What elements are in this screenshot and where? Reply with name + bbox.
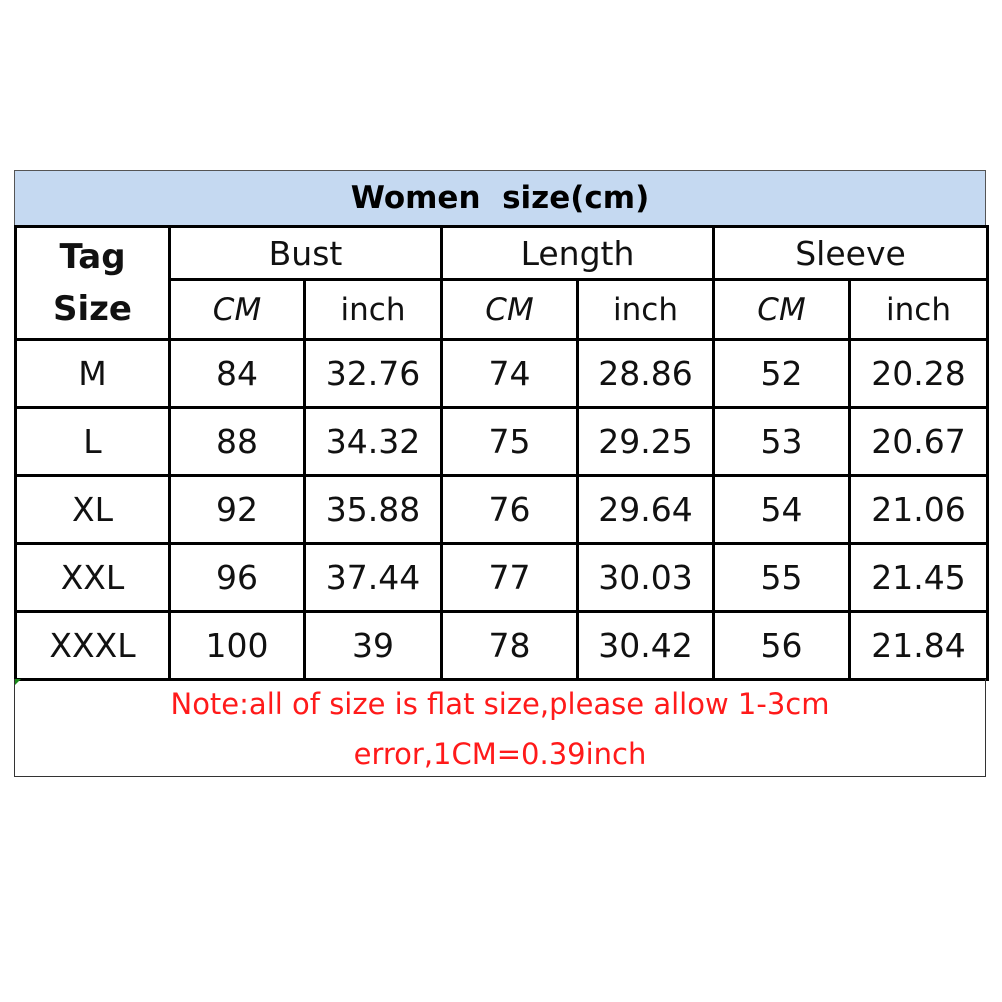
value-cell: 34.32 xyxy=(303,406,443,477)
value-cell: 84 xyxy=(168,338,306,409)
unit-header: CM xyxy=(168,278,306,341)
value-cell: 56 xyxy=(712,610,851,681)
value-cell: 100 xyxy=(168,610,306,681)
value-cell: 92 xyxy=(168,474,306,545)
size-cell: M xyxy=(14,338,171,409)
value-cell: 28.86 xyxy=(576,338,715,409)
sleeve-header: Sleeve xyxy=(712,225,989,281)
value-cell: 35.88 xyxy=(303,474,443,545)
unit-header: inch xyxy=(848,278,989,341)
note-line: Note:all of size is flat size,please all… xyxy=(170,687,830,721)
size-cell: XXL xyxy=(14,542,171,613)
tag-size-header: Tag Size xyxy=(14,225,171,341)
size-table: Tag Size Bust Length Sleeve CM inch CM i… xyxy=(14,225,989,681)
value-cell: 21.06 xyxy=(848,474,989,545)
table-row: XL 92 35.88 76 29.64 54 21.06 xyxy=(14,474,989,545)
size-cell: XL xyxy=(14,474,171,545)
bust-header: Bust xyxy=(168,225,443,281)
value-cell: 74 xyxy=(440,338,579,409)
value-cell: 96 xyxy=(168,542,306,613)
value-cell: 32.76 xyxy=(303,338,443,409)
value-cell: 21.84 xyxy=(848,610,989,681)
value-cell: 76 xyxy=(440,474,579,545)
table-row: L 88 34.32 75 29.25 53 20.67 xyxy=(14,406,989,477)
chart-title: Women size(cm) xyxy=(14,170,986,225)
value-cell: 29.25 xyxy=(576,406,715,477)
value-cell: 54 xyxy=(712,474,851,545)
size-label: Size xyxy=(53,289,132,329)
value-cell: 78 xyxy=(440,610,579,681)
unit-header: CM xyxy=(712,278,851,341)
value-cell: 53 xyxy=(712,406,851,477)
value-cell: 20.67 xyxy=(848,406,989,477)
note-line: error,1CM=0.39inch xyxy=(353,737,647,771)
value-cell: 30.42 xyxy=(576,610,715,681)
unit-header: inch xyxy=(576,278,715,341)
value-cell: 52 xyxy=(712,338,851,409)
length-header: Length xyxy=(440,225,715,281)
header-row-groups: Tag Size Bust Length Sleeve xyxy=(14,225,989,341)
value-cell: 75 xyxy=(440,406,579,477)
unit-header: inch xyxy=(303,278,443,341)
value-cell: 30.03 xyxy=(576,542,715,613)
table-row: XXL 96 37.44 77 30.03 55 21.45 xyxy=(14,542,989,613)
value-cell: 29.64 xyxy=(576,474,715,545)
value-cell: 21.45 xyxy=(848,542,989,613)
value-cell: 39 xyxy=(303,610,443,681)
tag-label: Tag xyxy=(59,237,126,277)
unit-header: CM xyxy=(440,278,579,341)
table-row: XXXL 100 39 78 30.42 56 21.84 xyxy=(14,610,989,681)
size-cell: XXXL xyxy=(14,610,171,681)
note-box: Note:all of size is flat size,please all… xyxy=(14,679,986,777)
value-cell: 55 xyxy=(712,542,851,613)
size-cell: L xyxy=(14,406,171,477)
value-cell: 20.28 xyxy=(848,338,989,409)
table-row: M 84 32.76 74 28.86 52 20.28 xyxy=(14,338,989,409)
value-cell: 88 xyxy=(168,406,306,477)
header-row-units: CM inch CM inch CM inch xyxy=(16,278,989,341)
value-cell: 77 xyxy=(440,542,579,613)
value-cell: 37.44 xyxy=(303,542,443,613)
cell-comment-marker xyxy=(15,679,21,685)
